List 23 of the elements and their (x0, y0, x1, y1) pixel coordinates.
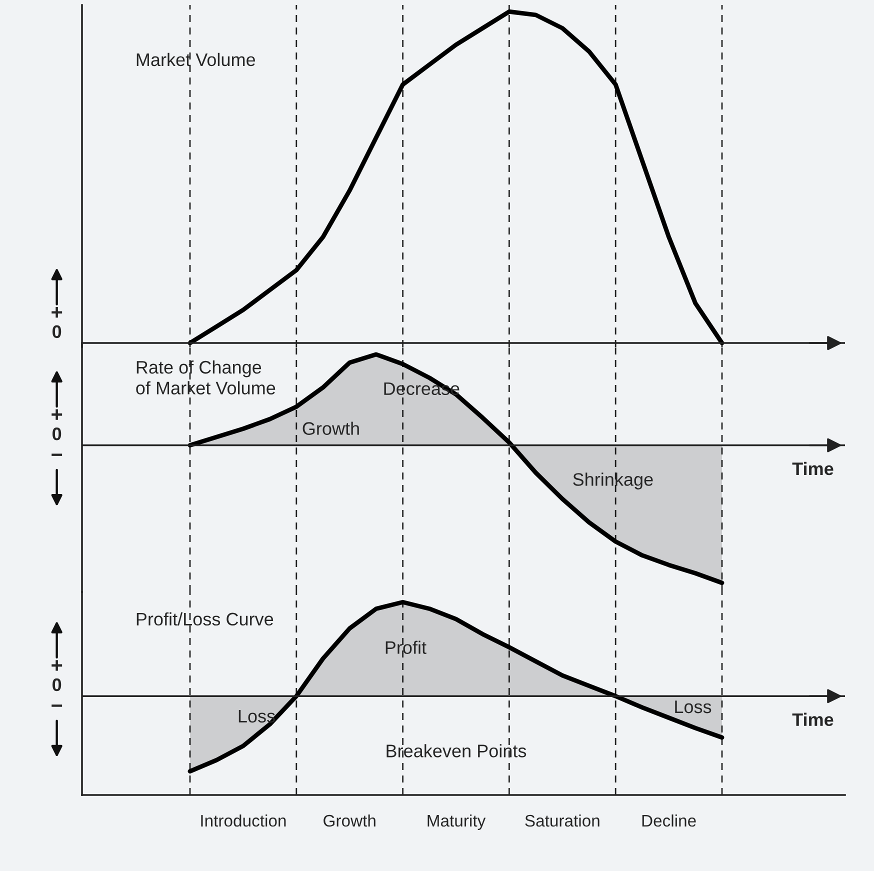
text: 0 (52, 678, 62, 692)
text: Introduction (201, 814, 286, 827)
annotation: Loss (675, 700, 712, 714)
text: 0 (52, 428, 62, 440)
text: 0 (52, 325, 62, 338)
text: − (52, 704, 62, 707)
text: Saturation (525, 814, 600, 827)
text: Maturity (428, 814, 486, 830)
x-axis-title: Time (792, 462, 834, 476)
annotation: Breakeven Points (386, 744, 526, 758)
text: Decline (642, 814, 696, 827)
text: + (52, 660, 62, 671)
text: Market Volume (136, 52, 256, 66)
text: − (52, 454, 62, 456)
annotation: Shrinkage (573, 472, 653, 490)
annotation: Growth (302, 422, 359, 435)
annotation: Profit (386, 640, 426, 654)
text: + (52, 409, 62, 420)
text: + (52, 307, 62, 318)
annotation: Loss (238, 710, 275, 723)
text: Growth (324, 814, 376, 827)
chart-title: Profit/Loss Curve (136, 612, 274, 626)
x-axis-title: Time (792, 712, 834, 726)
